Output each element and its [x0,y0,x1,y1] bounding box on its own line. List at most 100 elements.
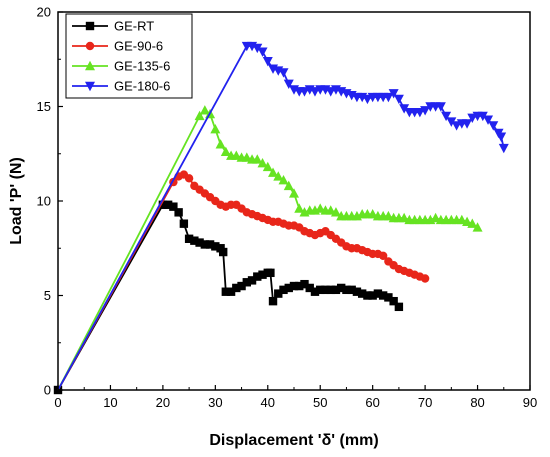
data-point [257,158,268,168]
data-point [477,111,488,122]
series-ge-90-6 [57,170,430,391]
legend: GE-RT GE-90-6 GE-135-6 GE-180-6 [65,13,193,99]
legend-marker [85,21,95,31]
data-point [274,289,283,298]
series-ge-rt [53,200,404,395]
series-ge-135-6 [57,105,483,391]
data-point [352,287,362,296]
data-point [326,285,335,295]
data-point [368,291,377,300]
legend-item: GE-180-6 [72,79,170,94]
legend-label: GE-180-6 [114,79,170,94]
legend-item: GE-90-6 [72,39,163,54]
data-point [383,92,394,103]
data-point [220,146,231,157]
legend-marker [85,41,95,51]
data-point [498,143,509,154]
y-tick-label: 20 [37,5,51,20]
data-point [194,110,205,121]
x-tick-label: 50 [313,395,327,410]
data-point [232,283,241,293]
series-line [57,109,479,391]
data-point [483,115,494,125]
data-point [199,105,210,115]
data-point [247,276,257,285]
data-point [331,285,341,295]
data-point [221,287,231,296]
data-point [420,274,430,283]
data-point [472,222,483,232]
data-point [305,283,314,293]
legend-label: GE-90-6 [114,39,163,54]
data-point [169,202,178,211]
data-point [266,268,275,278]
data-point [488,121,499,131]
data-point [321,285,330,295]
data-point [174,208,183,217]
data-point [205,240,215,249]
x-tick-label: 20 [156,395,170,410]
data-point [179,219,189,228]
y-tick-label: 0 [44,383,51,398]
data-point [446,117,457,127]
data-point [184,234,194,243]
data-point [295,281,304,291]
data-point [268,167,279,177]
data-point [294,203,305,213]
data-point [347,285,356,295]
data-point [163,200,173,209]
data-point [215,139,226,149]
data-point [310,287,320,296]
data-point [252,154,263,164]
data-point [279,285,288,295]
data-point [420,106,431,116]
x-tick-label: 0 [54,395,61,410]
data-point [268,296,278,306]
data-point [441,111,452,122]
data-point [184,174,194,183]
data-point [316,285,325,295]
data-point [363,291,372,300]
data-point [394,302,404,312]
y-tick-label: 15 [37,99,51,114]
data-point [384,293,393,302]
x-tick-label: 40 [261,395,275,410]
y-axis-title: Load 'P' (N) [8,157,25,245]
data-point [284,283,293,293]
data-point [253,272,262,281]
legend-item: GE-RT [72,19,154,34]
data-point [337,283,346,293]
x-tick-label: 60 [365,395,379,410]
data-point [388,89,399,99]
series-ge-180-6 [57,41,509,391]
data-point [278,175,289,185]
legend-label: GE-RT [114,19,154,34]
data-point [262,161,273,172]
data-point [242,278,251,287]
data-point [226,287,236,296]
data-point [462,119,473,129]
data-point [378,251,388,261]
data-point [190,236,199,245]
data-point [273,171,284,181]
legend-item: GE-135-6 [72,59,170,74]
data-point [158,200,168,209]
data-point [496,132,507,142]
data-point [278,68,289,78]
data-point [300,279,309,289]
data-point [200,240,210,249]
data-point [262,56,273,67]
series-layer [53,41,509,395]
data-point [195,238,204,247]
data-point [257,47,268,57]
data-point [283,180,294,191]
data-point [330,207,341,217]
data-point [219,247,228,257]
x-tick-label: 30 [208,395,222,410]
ticks-layer: 0 10 20 30 40 50 60 70 80 90 0 5 10 15 20 [37,5,538,411]
x-tick-label: 90 [523,395,537,410]
data-point [389,296,398,306]
x-tick-label: 70 [418,395,432,410]
legend-label: GE-135-6 [114,59,170,74]
data-point [210,123,221,134]
